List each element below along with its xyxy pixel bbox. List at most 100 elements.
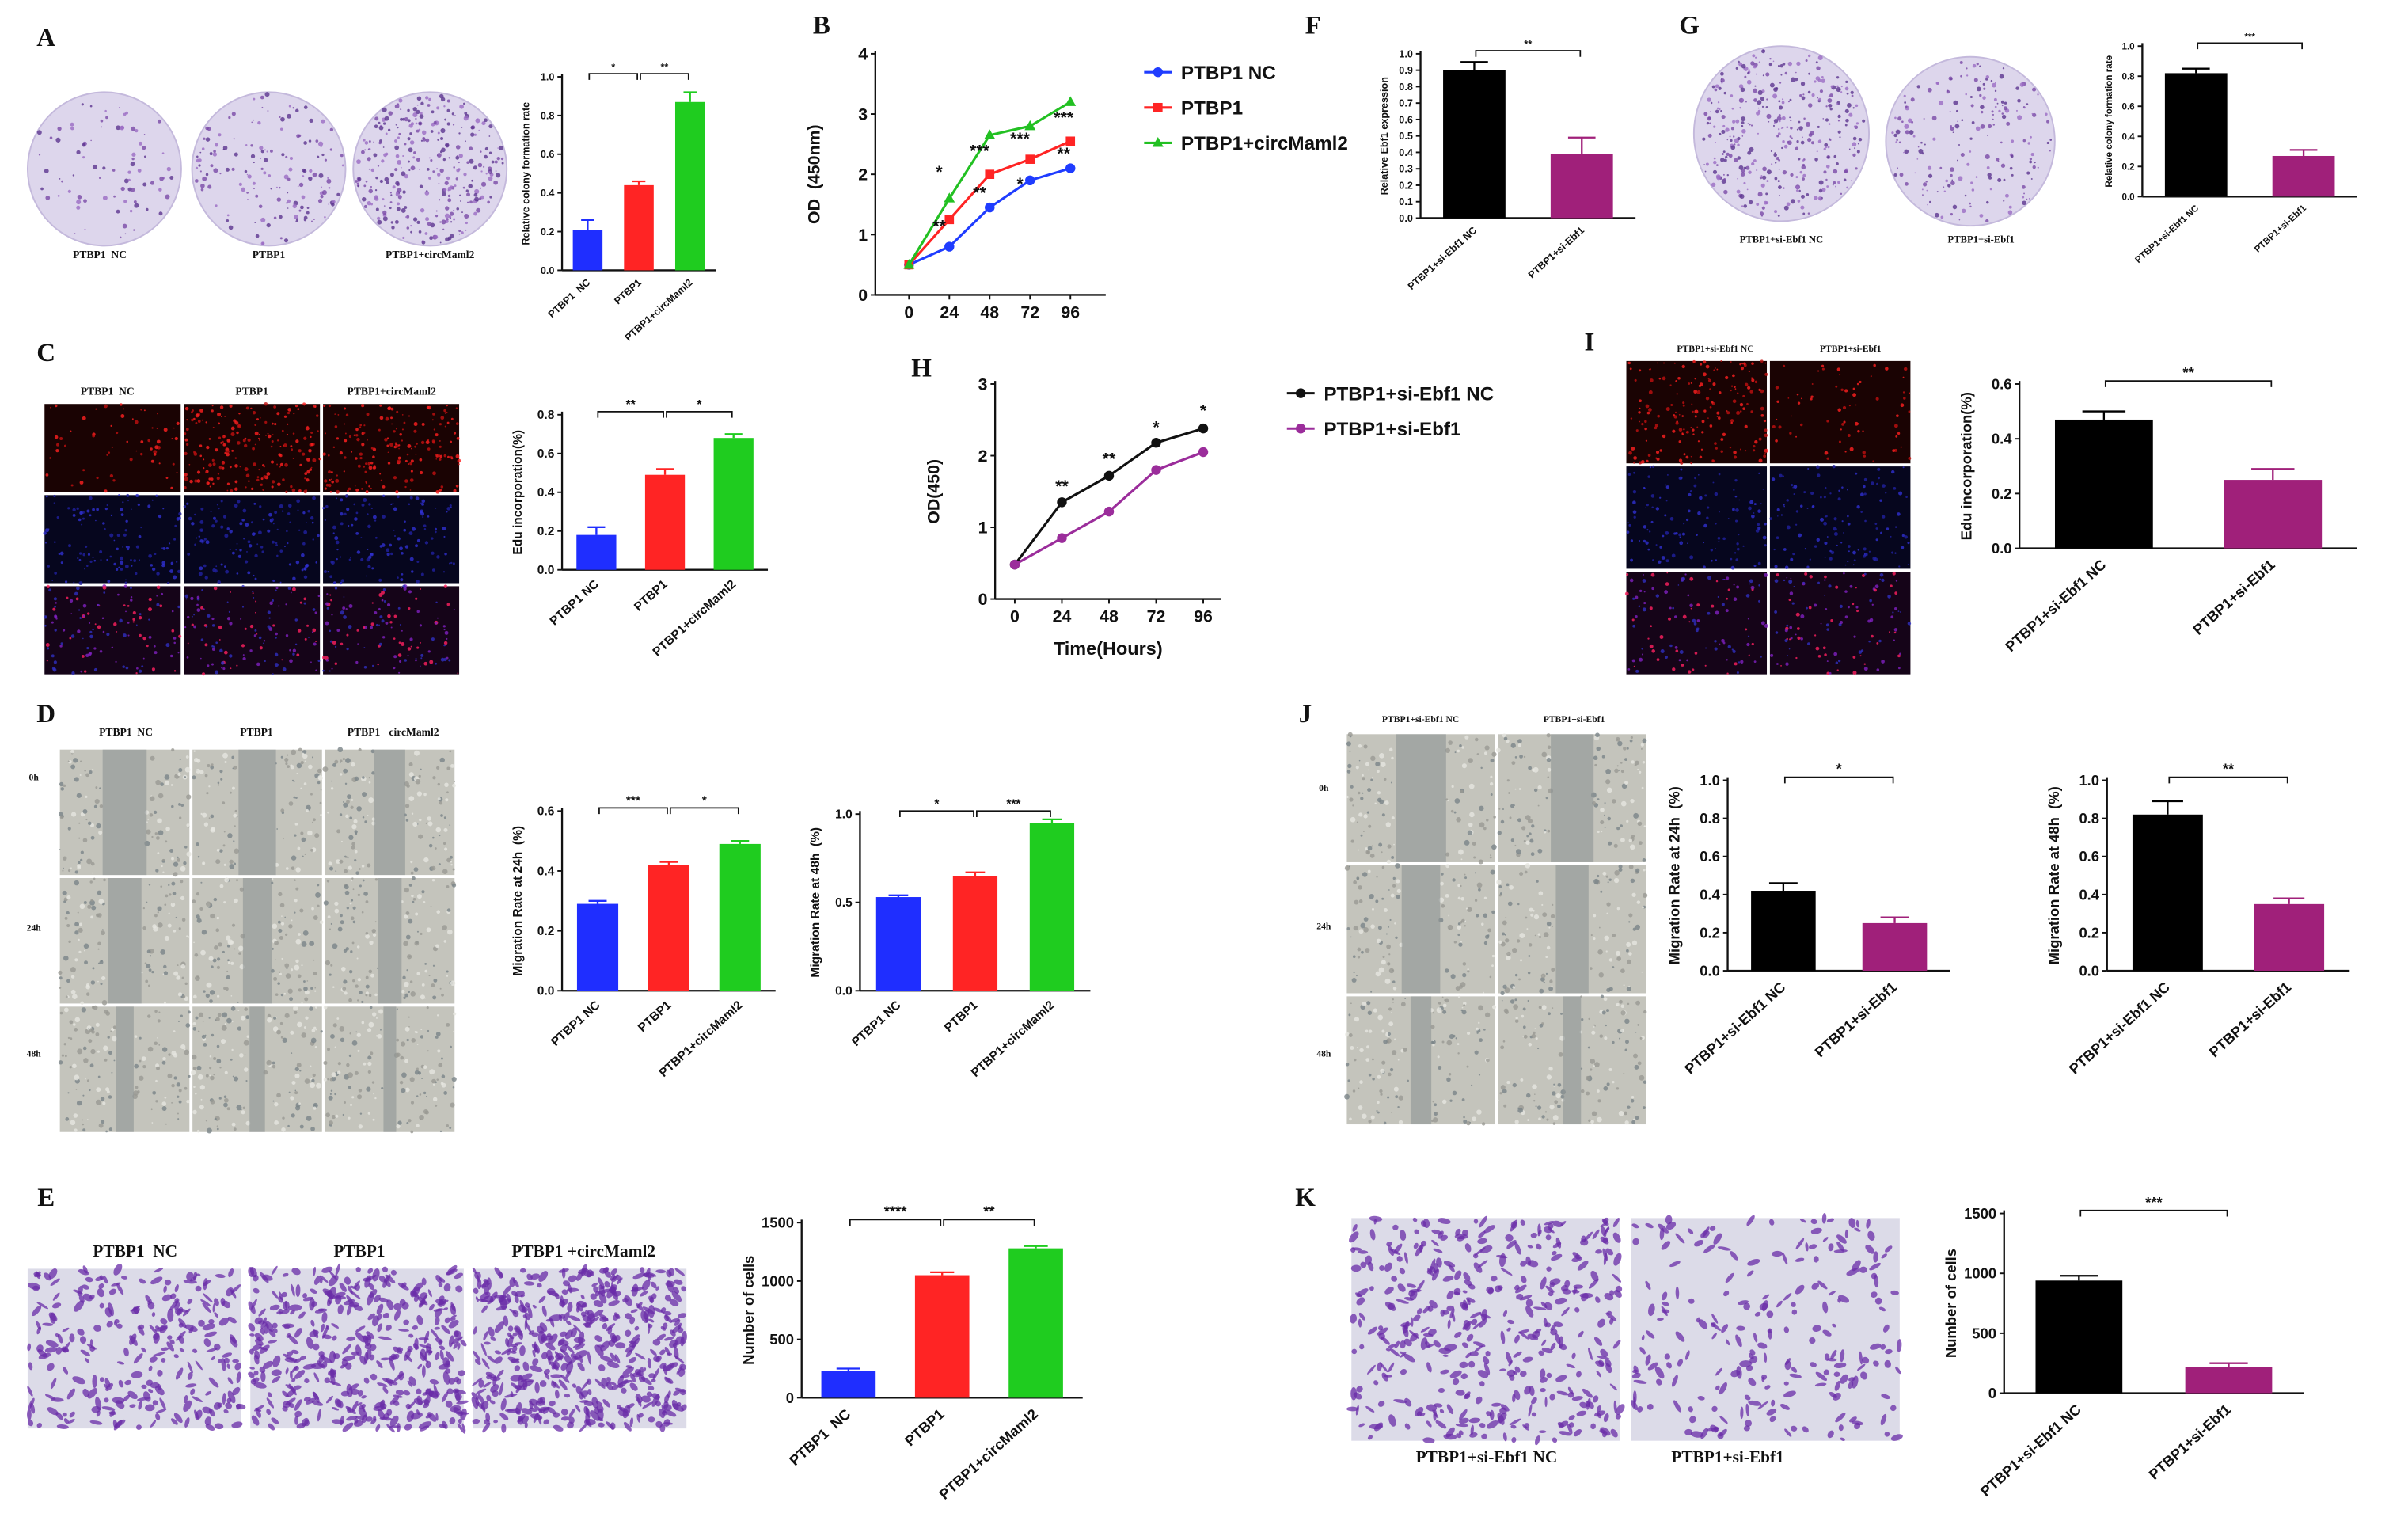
cell-speck bbox=[427, 821, 433, 827]
cell-speck bbox=[400, 1055, 404, 1060]
cell-speck bbox=[1802, 93, 1805, 96]
cell-speck bbox=[302, 542, 306, 546]
cell-speck bbox=[151, 970, 154, 974]
cell-speck bbox=[184, 1049, 190, 1055]
cell-speck bbox=[1961, 208, 1966, 214]
cell-speck bbox=[383, 205, 386, 207]
cell-speck bbox=[1635, 429, 1639, 432]
cell-speck bbox=[290, 157, 292, 159]
cell-speck bbox=[371, 602, 374, 604]
cell-speck bbox=[176, 471, 178, 473]
cell-speck bbox=[345, 758, 351, 763]
cell-speck bbox=[141, 972, 143, 974]
cell-speck bbox=[312, 1073, 316, 1078]
cell-speck bbox=[203, 458, 205, 461]
cell-speck bbox=[416, 1124, 420, 1127]
stained-cell bbox=[558, 1340, 569, 1347]
cell-speck bbox=[237, 424, 241, 428]
cell-speck bbox=[256, 476, 260, 479]
cell-speck bbox=[326, 880, 330, 883]
stained-cell bbox=[610, 1276, 618, 1283]
cell-speck bbox=[200, 1098, 203, 1101]
cell-speck bbox=[1715, 84, 1719, 89]
stained-cell bbox=[317, 1360, 322, 1367]
cell-speck bbox=[270, 445, 273, 448]
cell-speck bbox=[154, 914, 158, 918]
stained-cell bbox=[662, 1322, 668, 1329]
cell-speck bbox=[303, 404, 306, 406]
cell-speck bbox=[287, 113, 291, 119]
stained-cell bbox=[321, 1323, 325, 1333]
cell-speck bbox=[323, 1060, 328, 1065]
cell-speck bbox=[252, 591, 254, 593]
cell-speck bbox=[344, 991, 348, 995]
cell-speck bbox=[319, 801, 322, 804]
cell-speck bbox=[1892, 449, 1895, 452]
cell-speck bbox=[1676, 393, 1678, 395]
cell-speck bbox=[378, 125, 384, 131]
cell-speck bbox=[378, 642, 382, 646]
cell-speck bbox=[271, 485, 274, 489]
stained-cell bbox=[558, 1314, 563, 1321]
cell-speck bbox=[100, 559, 102, 561]
cell-speck bbox=[1720, 158, 1725, 162]
cell-speck bbox=[260, 217, 266, 222]
cell-speck bbox=[89, 496, 93, 500]
cell-speck bbox=[120, 568, 123, 571]
cell-speck bbox=[147, 1046, 154, 1052]
stained-cell bbox=[674, 1355, 685, 1364]
stained-cell bbox=[221, 1358, 226, 1371]
cell-speck bbox=[156, 427, 158, 430]
cell-speck bbox=[197, 1030, 200, 1033]
cell-speck bbox=[299, 1070, 302, 1072]
cell-speck bbox=[401, 1041, 406, 1047]
cell-speck bbox=[443, 454, 447, 458]
cell-speck bbox=[148, 553, 153, 558]
cell-speck bbox=[77, 1048, 83, 1055]
cell-speck bbox=[300, 761, 304, 765]
cell-speck bbox=[130, 596, 133, 599]
cell-speck bbox=[212, 648, 215, 651]
cell-speck bbox=[357, 1094, 363, 1100]
cell-speck bbox=[1817, 55, 1823, 60]
stained-cell bbox=[663, 1364, 673, 1371]
cell-speck bbox=[1704, 494, 1707, 497]
cell-speck bbox=[241, 187, 246, 192]
cell-speck bbox=[287, 177, 291, 181]
cell-speck bbox=[147, 818, 150, 820]
cell-speck bbox=[402, 154, 404, 158]
cell-speck bbox=[206, 901, 211, 907]
cell-speck bbox=[202, 672, 206, 676]
cell-speck bbox=[200, 188, 204, 192]
cell-speck bbox=[1836, 367, 1840, 371]
cell-speck bbox=[174, 436, 178, 441]
cell-speck bbox=[1710, 110, 1711, 112]
stained-cell bbox=[291, 1283, 295, 1297]
cell-speck bbox=[334, 1093, 337, 1096]
cell-speck bbox=[260, 546, 264, 549]
cell-speck bbox=[89, 1089, 91, 1092]
cell-speck bbox=[450, 506, 452, 508]
cell-speck bbox=[410, 991, 416, 997]
cell-speck bbox=[364, 141, 369, 145]
cell-speck bbox=[1852, 142, 1857, 147]
stained-cell bbox=[72, 1376, 85, 1385]
stained-cell bbox=[614, 1354, 621, 1364]
cell-speck bbox=[370, 168, 375, 173]
stained-cell bbox=[571, 1327, 577, 1337]
cell-speck bbox=[325, 1112, 330, 1118]
cell-speck bbox=[2017, 98, 2021, 103]
stained-cell bbox=[587, 1313, 594, 1321]
stained-cell bbox=[195, 1360, 203, 1371]
stained-cell bbox=[183, 1279, 197, 1284]
cell-speck bbox=[263, 171, 267, 175]
stained-cell bbox=[287, 1304, 302, 1311]
cell-speck bbox=[1802, 159, 1805, 162]
stained-cell bbox=[192, 1396, 203, 1402]
cell-speck bbox=[484, 146, 488, 151]
cell-speck bbox=[218, 1097, 222, 1100]
cell-speck bbox=[1712, 382, 1716, 386]
cell-speck bbox=[439, 221, 442, 223]
cell-speck bbox=[1739, 402, 1744, 407]
cell-speck bbox=[1926, 189, 1928, 192]
